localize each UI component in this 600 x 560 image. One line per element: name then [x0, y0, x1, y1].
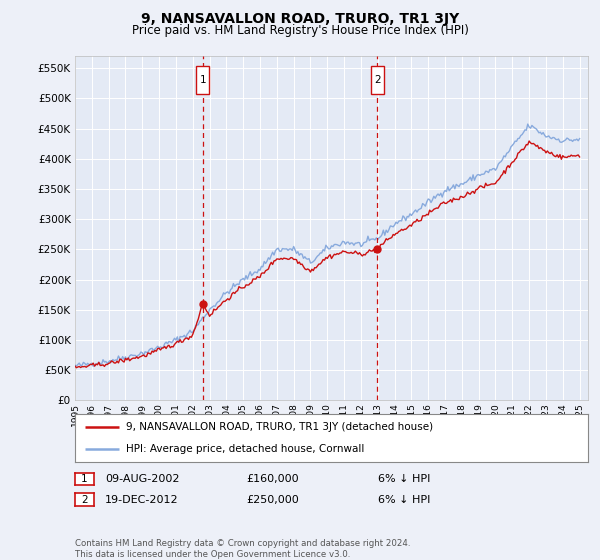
Text: 9, NANSAVALLON ROAD, TRURO, TR1 3JY: 9, NANSAVALLON ROAD, TRURO, TR1 3JY	[141, 12, 459, 26]
Text: 2: 2	[374, 75, 380, 85]
Text: 9, NANSAVALLON ROAD, TRURO, TR1 3JY (detached house): 9, NANSAVALLON ROAD, TRURO, TR1 3JY (det…	[127, 422, 433, 432]
Text: 1: 1	[81, 474, 88, 484]
Text: Price paid vs. HM Land Registry's House Price Index (HPI): Price paid vs. HM Land Registry's House …	[131, 24, 469, 37]
Text: 6% ↓ HPI: 6% ↓ HPI	[378, 494, 430, 505]
Text: £250,000: £250,000	[246, 494, 299, 505]
Text: 6% ↓ HPI: 6% ↓ HPI	[378, 474, 430, 484]
Text: 09-AUG-2002: 09-AUG-2002	[105, 474, 179, 484]
Text: 1: 1	[200, 75, 206, 85]
FancyBboxPatch shape	[196, 66, 209, 94]
FancyBboxPatch shape	[371, 66, 383, 94]
Text: HPI: Average price, detached house, Cornwall: HPI: Average price, detached house, Corn…	[127, 444, 365, 454]
Text: Contains HM Land Registry data © Crown copyright and database right 2024.
This d: Contains HM Land Registry data © Crown c…	[75, 539, 410, 559]
Text: 19-DEC-2012: 19-DEC-2012	[105, 494, 179, 505]
Text: 2: 2	[81, 494, 88, 505]
Text: £160,000: £160,000	[246, 474, 299, 484]
